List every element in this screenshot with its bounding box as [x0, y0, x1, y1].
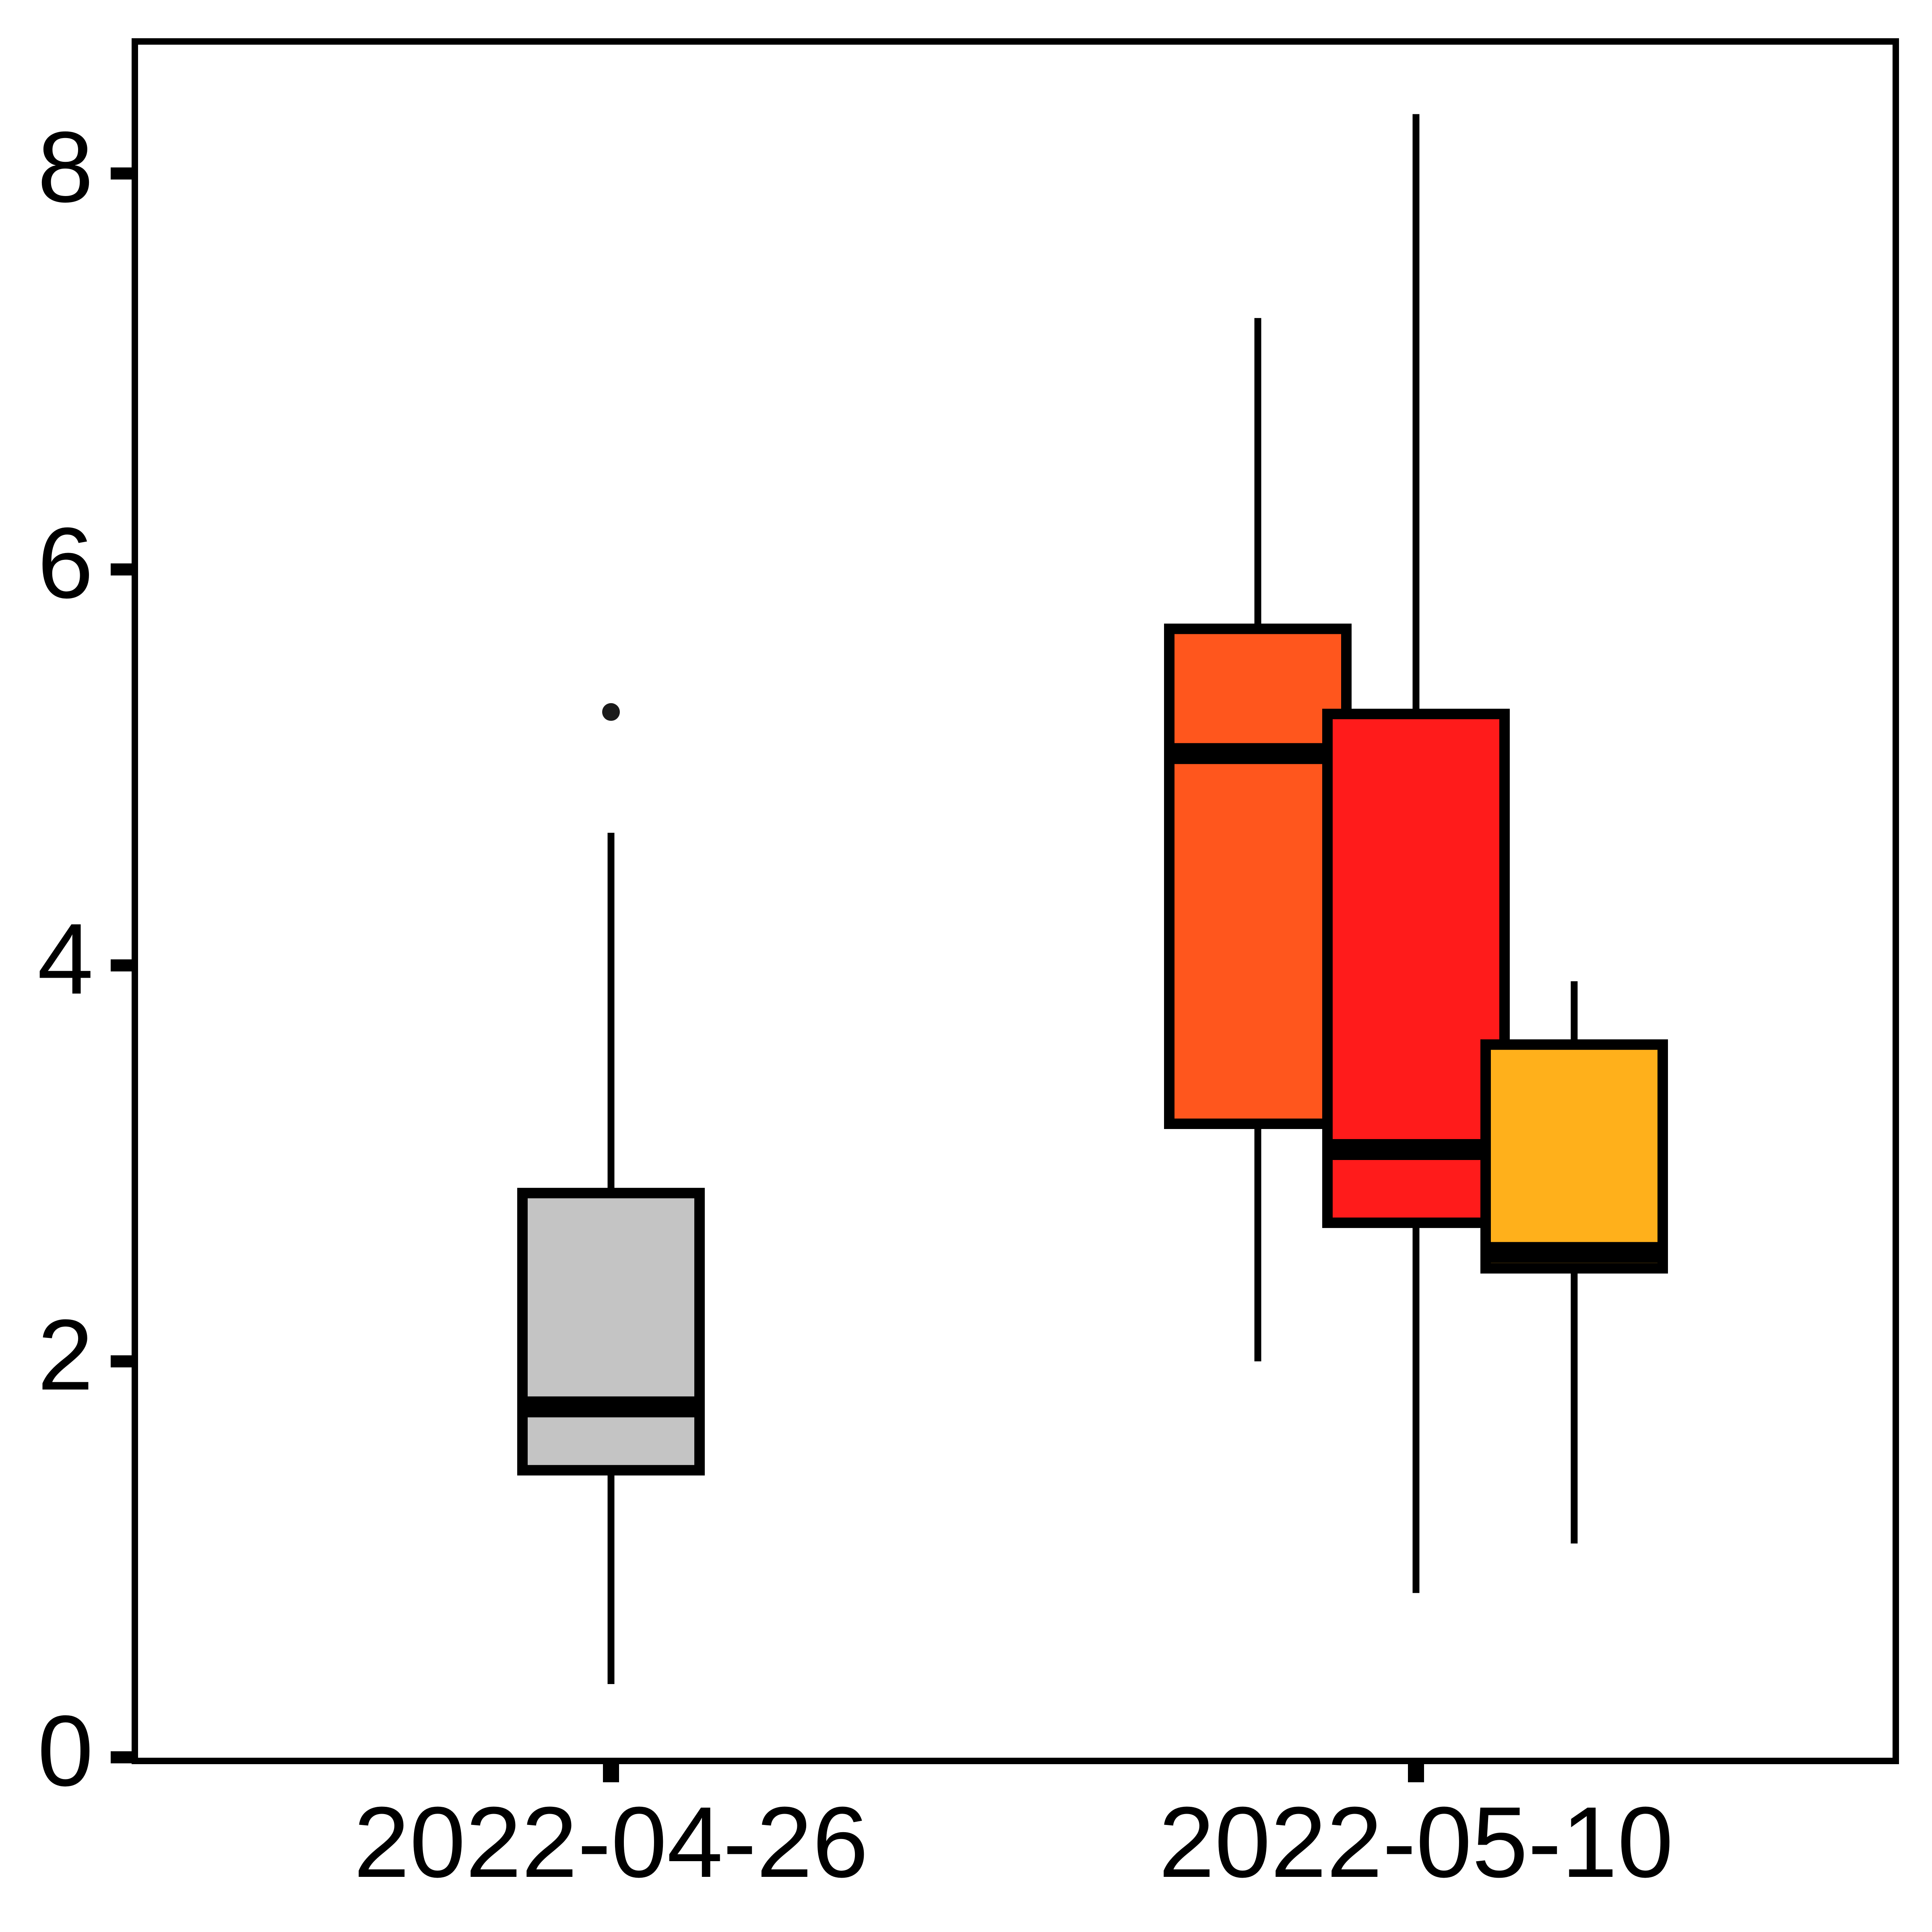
y-tick-label: 0: [37, 1695, 93, 1807]
outlier-point: [602, 703, 620, 721]
x-tick-label: 2022-04-26: [354, 1786, 869, 1898]
x-tick-label: 2022-05-10: [1159, 1786, 1674, 1898]
plot-frame: [132, 38, 1899, 1764]
iqr-box: [1480, 1039, 1668, 1274]
y-tick-label: 4: [37, 903, 93, 1015]
box-2022-05-10-1: [1480, 981, 1668, 1544]
iqr-box: [517, 1188, 705, 1476]
box-series: [517, 114, 1668, 1684]
y-tick-label: 6: [37, 507, 93, 619]
iqr-box: [1322, 708, 1510, 1228]
box-2022-05-10--1: [1164, 318, 1352, 1362]
iqr-box: [1164, 623, 1352, 1129]
y-tick-label: 8: [37, 111, 93, 223]
box-2022-05-10-0: [1322, 114, 1510, 1593]
box-2022-04-26-0: [517, 703, 705, 1684]
y-axis: 0 2 4 6 8: [37, 111, 135, 1807]
y-tick-label: 2: [37, 1298, 93, 1411]
x-axis: 2022-04-26 2022-05-10: [354, 1761, 1674, 1898]
